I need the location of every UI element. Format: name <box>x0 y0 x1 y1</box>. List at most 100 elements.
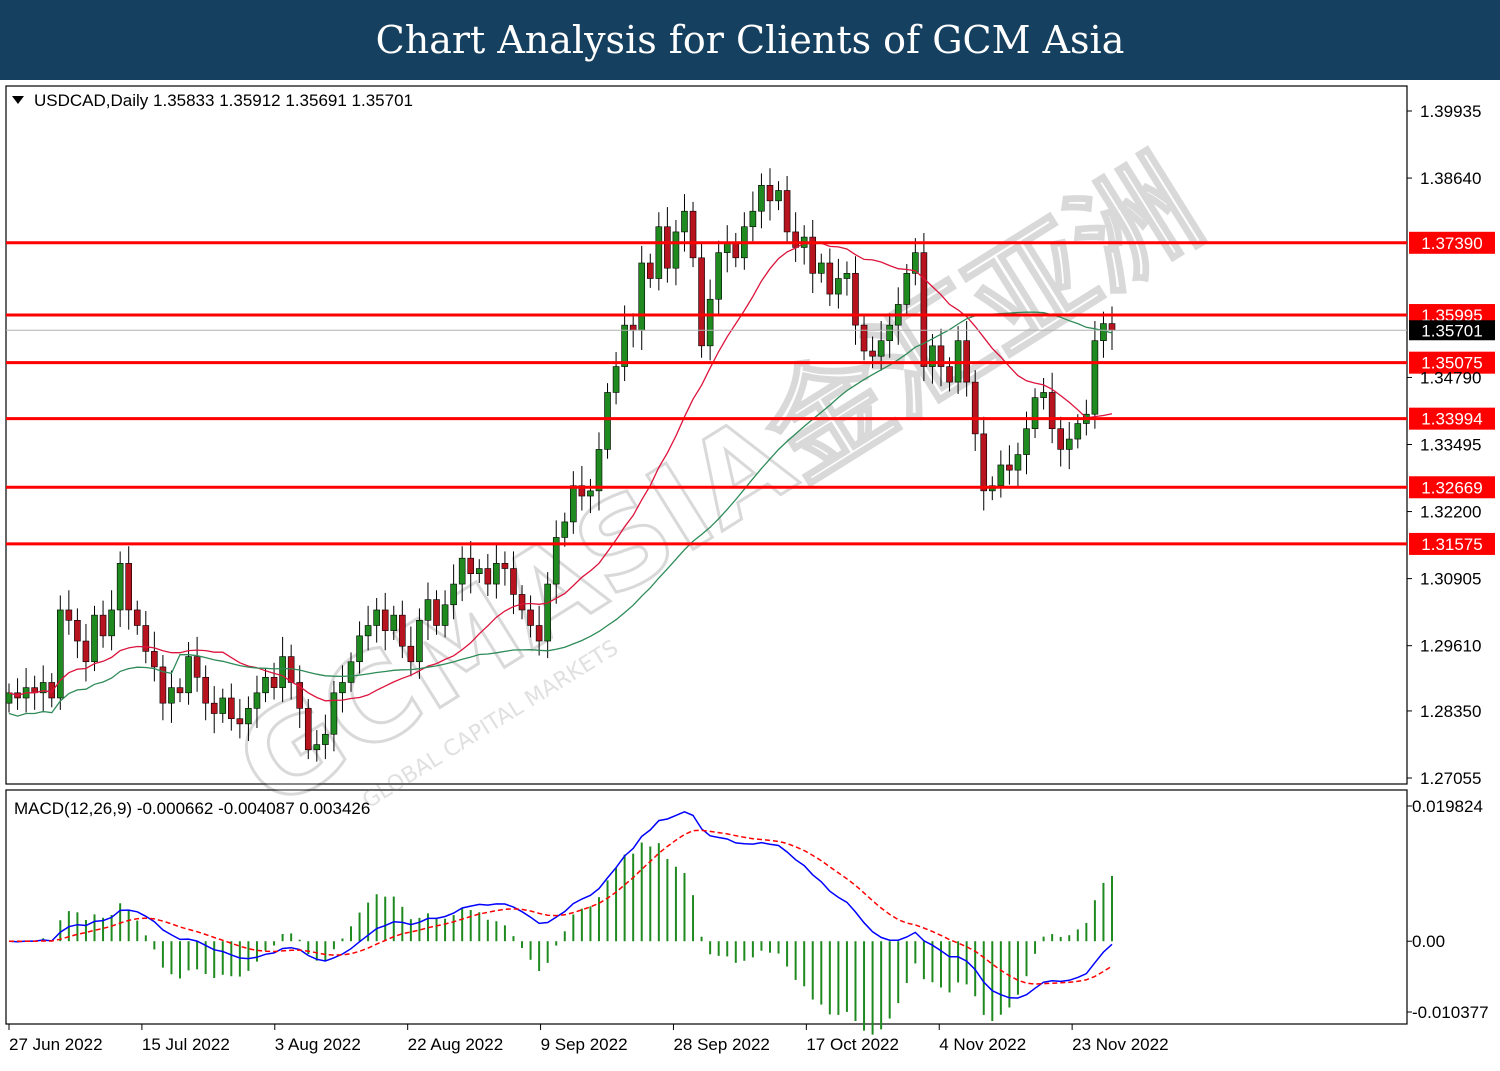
level-label: 1.35075 <box>1421 354 1482 373</box>
candle-body <box>929 345 936 367</box>
candle-body <box>151 651 158 668</box>
candle-body <box>527 609 534 626</box>
candle-body <box>689 210 697 259</box>
candle-body <box>1031 397 1039 430</box>
candles <box>5 168 1116 762</box>
candle-body <box>450 583 457 606</box>
candle-body <box>621 324 628 367</box>
price-tick-label: 1.38640 <box>1420 169 1481 188</box>
candle-body <box>193 656 201 678</box>
candle-body <box>971 381 979 435</box>
candle-body <box>210 702 218 714</box>
candle-body <box>236 718 244 725</box>
candle-body <box>1065 438 1073 450</box>
candle-body <box>416 620 423 663</box>
candle-body <box>980 433 988 492</box>
macd-tick-label: 0.00 <box>1412 932 1445 951</box>
candle-body <box>262 676 269 694</box>
candle-body <box>330 692 338 735</box>
current-price-label: 1.35701 <box>1421 321 1482 340</box>
candle-body <box>467 557 475 575</box>
candle-body <box>484 568 492 585</box>
candle-body <box>749 210 757 228</box>
candle-body <box>1100 323 1107 341</box>
candle-body <box>552 537 560 585</box>
candle-body <box>732 241 740 259</box>
candle-body <box>664 226 671 269</box>
candle-body <box>313 744 321 751</box>
header-banner <box>0 0 1500 80</box>
candle-body <box>886 324 893 341</box>
candle-body <box>381 609 389 631</box>
candle-body <box>869 350 876 357</box>
candle-body <box>646 262 654 279</box>
candle-body <box>65 609 73 621</box>
moving-average-line <box>8 311 1113 717</box>
price-tick-label: 1.32200 <box>1420 503 1481 522</box>
candle-body <box>903 273 911 305</box>
candle-body <box>322 733 329 745</box>
candle-body <box>228 697 235 720</box>
candle-body <box>356 635 363 663</box>
candle-body <box>912 252 919 274</box>
candle-body <box>475 568 483 575</box>
candle-body <box>937 345 945 367</box>
candle-body <box>817 262 825 274</box>
candle-body <box>758 185 765 212</box>
price-tick-label: 1.28350 <box>1420 702 1481 721</box>
candle-body <box>510 568 517 595</box>
candle-body <box>1074 423 1082 440</box>
candle-body <box>125 563 133 611</box>
symbol-info: USDCAD,Daily 1.35833 1.35912 1.35691 1.3… <box>34 91 413 110</box>
price-tick-label: 1.27055 <box>1420 769 1481 788</box>
candle-body <box>672 231 680 269</box>
main-panel-frame <box>5 85 1408 785</box>
candle-body <box>159 666 167 704</box>
date-axis: 27 Jun 2022 15 Jul 2022 3 Aug 2022 22 Aug 2… <box>8 1024 1169 1054</box>
candle-body <box>48 682 56 699</box>
candle-body <box>304 708 312 751</box>
candle-body <box>279 656 286 688</box>
candle-body <box>57 609 64 699</box>
candle-body <box>142 625 150 652</box>
candle-body <box>826 262 834 295</box>
candle-body <box>176 687 184 694</box>
candle-body <box>399 614 406 647</box>
dropdown-triangle-icon <box>12 96 24 104</box>
date-tick-label: 17 Oct 2022 <box>806 1035 899 1054</box>
candle-body <box>270 676 278 688</box>
candle-body <box>518 594 526 611</box>
candle-body <box>202 676 209 704</box>
level-label: 1.32669 <box>1421 478 1482 497</box>
candle-body <box>920 252 928 367</box>
candle-body <box>441 604 449 626</box>
candle-body <box>390 614 398 631</box>
candle-body <box>629 324 637 331</box>
candle-body <box>373 609 380 626</box>
candle-body <box>766 185 774 202</box>
candle-body <box>1014 454 1022 471</box>
level-label-box <box>1409 231 1495 254</box>
candle-body <box>570 485 577 523</box>
moving-average-line <box>8 242 1113 702</box>
candle-body <box>587 490 594 497</box>
level-label-box <box>1409 532 1495 555</box>
moving-averages <box>8 242 1113 717</box>
candle-body <box>407 645 415 663</box>
candle-body <box>792 231 799 248</box>
candle-body <box>253 692 261 709</box>
candle-body <box>809 236 817 274</box>
candle-body <box>877 340 885 357</box>
candle-body <box>706 298 714 347</box>
candle-body <box>433 599 440 626</box>
date-tick-label: 9 Sep 2022 <box>541 1035 628 1054</box>
candle-body <box>1057 428 1064 450</box>
candle-body <box>116 563 124 611</box>
price-tick-label: 1.39935 <box>1420 102 1481 121</box>
page-title: Chart Analysis for Clients of GCM Asia <box>375 18 1125 62</box>
candle-body <box>74 620 81 642</box>
candle-body <box>835 278 842 295</box>
date-tick-label: 3 Aug 2022 <box>275 1035 361 1054</box>
candle-body <box>1048 392 1056 430</box>
date-tick-label: 15 Jul 2022 <box>142 1035 230 1054</box>
